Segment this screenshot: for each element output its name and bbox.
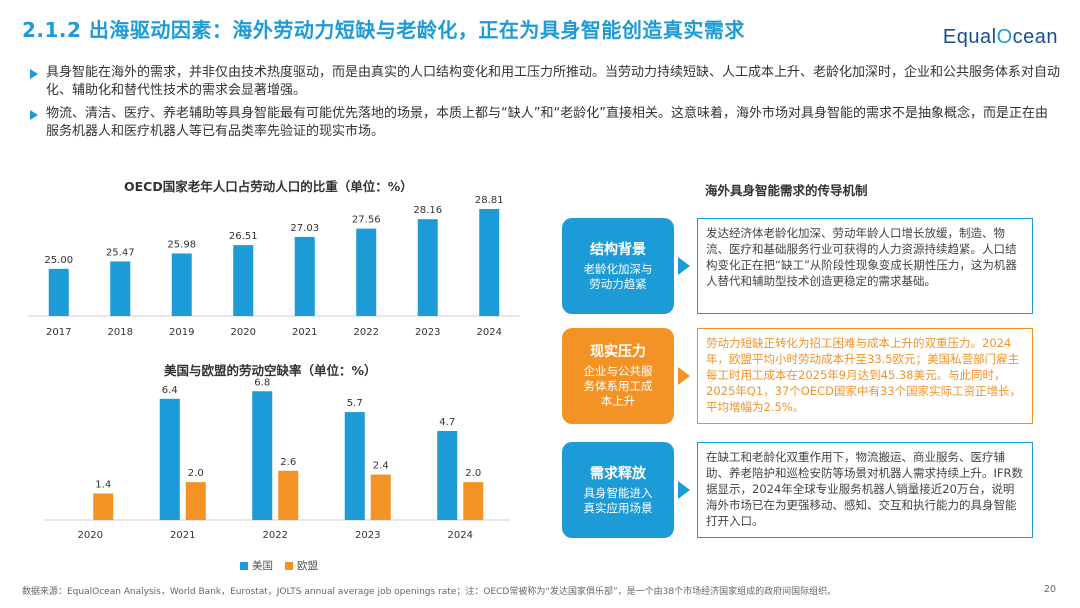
tick-label: 2020 (78, 530, 103, 541)
bar (437, 431, 458, 520)
tick-label: 2024 (448, 530, 473, 541)
data-label: 28.81 (475, 195, 504, 206)
bar (185, 482, 206, 520)
data-label: 1.4 (95, 479, 111, 490)
data-label: 2.0 (465, 468, 481, 479)
arrow-icon (678, 481, 690, 499)
page-title: 2.1.2 出海驱动因素：海外劳动力短缺与老龄化，正在为具身智能创造真实需求 (22, 18, 745, 42)
mechanism-title: 海外具身智能需求的传导机制 (705, 183, 868, 198)
bar (294, 236, 315, 316)
mechanism-card-structure: 结构背景 老龄化加深与劳动力趋紧 (562, 218, 674, 314)
chart2-title: 美国与欧盟的劳动空缺率（单位：%） (164, 363, 377, 378)
data-label: 2.4 (373, 461, 389, 472)
mechanism-card-pressure: 现实压力 企业与公共服务体系用工成本上升 (562, 328, 674, 424)
tick-label: 2021 (170, 530, 195, 541)
data-label: 27.03 (290, 223, 319, 234)
bar (48, 268, 69, 316)
data-label: 28.16 (413, 205, 442, 216)
bar (159, 398, 180, 520)
tick-label: 2017 (46, 327, 71, 338)
data-label: 26.51 (229, 231, 258, 242)
data-label: 25.47 (106, 247, 135, 258)
arrow-icon (678, 367, 690, 385)
mechanism-desc-pressure: 劳动力短缺正转化为招工困难与成本上升的双重压力。2024年，欧盟平均小时劳动成本… (697, 328, 1033, 424)
tick-label: 2020 (231, 327, 256, 338)
vacancy-rate-chart: 1.4 2020 6.4 2.0 2021 6.8 2.6 2022 5.7 2.4 2023 4.7… (44, 377, 510, 541)
bar (252, 391, 273, 520)
bar (463, 482, 484, 520)
data-label: 6.4 (162, 385, 178, 396)
bar (370, 474, 391, 520)
data-label: 27.56 (352, 215, 381, 226)
data-label: 2.0 (188, 468, 204, 479)
mechanism-card-release: 需求释放 具身智能进入真实应用场景 (562, 442, 674, 538)
bar (278, 470, 299, 520)
data-label: 5.7 (347, 398, 363, 409)
oecd-aging-chart: 25.00 2017 25.47 2018 25.98 2019 26.51 2020 27.0… (28, 195, 520, 338)
data-label: 6.8 (254, 377, 270, 388)
equalocean-logo: EqualOcean (942, 26, 1058, 48)
arrow-icon (678, 257, 690, 275)
mechanism-desc-release: 在缺工和老龄化双重作用下，物流搬运、商业服务、医疗辅助、养老陪护和巡检安防等场景… (697, 442, 1033, 538)
tick-label: 2023 (415, 327, 440, 338)
page-number: 20 (1043, 584, 1056, 595)
bar (344, 412, 365, 520)
bar (417, 219, 438, 316)
data-label: 4.7 (439, 417, 455, 428)
tick-label: 2023 (355, 530, 380, 541)
tick-label: 2018 (108, 327, 133, 338)
legend-eu: 欧盟 (285, 558, 318, 573)
bar (171, 253, 192, 316)
tick-label: 2024 (477, 327, 502, 338)
data-label: 25.00 (44, 255, 73, 266)
bar (233, 245, 254, 316)
bullet-list: 具身智能在海外的需求，并非仅由技术热度驱动，而是由真实的人口结构变化和用工压力所… (30, 64, 1060, 146)
bullet-item: 具身智能在海外的需求，并非仅由技术热度驱动，而是由真实的人口结构变化和用工压力所… (30, 64, 1060, 100)
bullet-item: 物流、清洁、医疗、养老辅助等具身智能最有可能优先落地的场景，本质上都与“缺人”和… (30, 105, 1060, 141)
data-label: 25.98 (167, 239, 196, 250)
bar (356, 228, 377, 316)
tick-label: 2022 (354, 327, 379, 338)
chart2-legend: 美国 欧盟 (240, 558, 318, 573)
data-label: 2.6 (280, 457, 296, 468)
tick-label: 2019 (169, 327, 194, 338)
bar (110, 261, 131, 316)
tick-label: 2021 (292, 327, 317, 338)
mechanism-desc-structure: 发达经济体老龄化加深、劳动年龄人口增长放缓，制造、物流、医疗和基础服务行业可获得… (697, 218, 1033, 314)
legend-us: 美国 (240, 558, 273, 573)
bar (479, 208, 500, 316)
chart1-title: OECD国家老年人口占劳动人口的比重（单位：%） (124, 179, 413, 194)
footer-source: 数据来源：EqualOcean Analysis，World Bank，Euro… (22, 587, 837, 597)
tick-label: 2022 (263, 530, 288, 541)
bar (93, 493, 114, 520)
